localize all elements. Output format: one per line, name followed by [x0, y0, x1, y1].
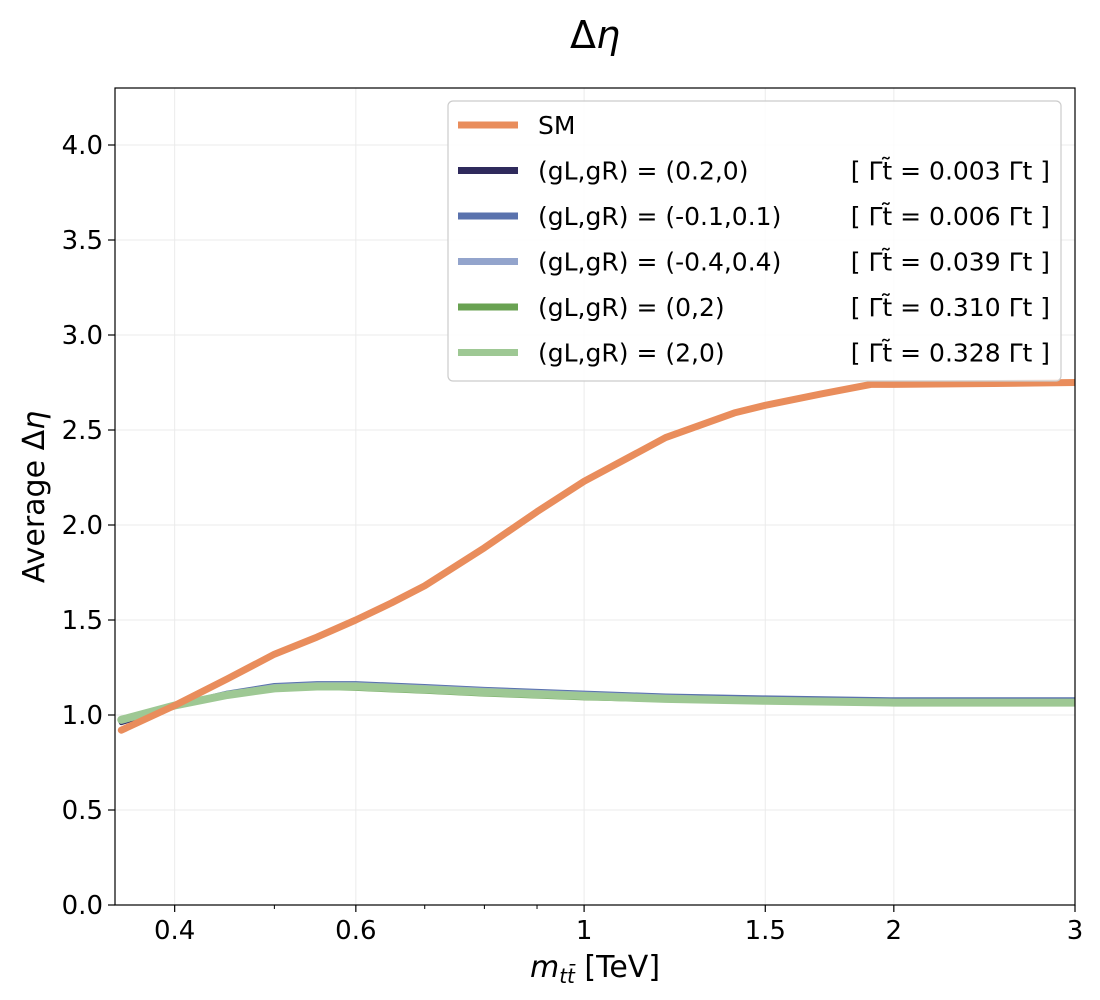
legend-label-2: (gL,gR) = (-0.1,0.1) [538, 202, 781, 231]
x-axis-minor-ticks [273, 905, 538, 909]
y-tick-label: 4.0 [62, 131, 103, 161]
series-lines [117, 379, 1075, 734]
legend-label-5: (gL,gR) = (2,0) [538, 339, 725, 368]
y-tick-label: 3.5 [62, 226, 103, 256]
series-line-5 [117, 682, 1075, 724]
legend-width-2: [ Γt̃ = 0.006 Γt ] [851, 202, 1050, 231]
x-tick-label: 2 [886, 916, 903, 946]
legend-label-1: (gL,gR) = (0.2,0) [538, 157, 748, 186]
y-tick-label: 0.5 [62, 796, 103, 826]
legend-width-5: [ Γt̃ = 0.328 Γt ] [851, 339, 1050, 368]
legend-label-0: SM [538, 111, 575, 140]
chart-title: Δη [570, 13, 620, 57]
y-tick-label: 3.0 [62, 321, 103, 351]
legend-width-4: [ Γt̃ = 0.310 Γt ] [851, 293, 1050, 322]
x-axis-label: mtt̄ [TeV] [530, 950, 660, 988]
legend-label-3: (gL,gR) = (-0.4,0.4) [538, 248, 781, 277]
x-tick-label: 3 [1067, 916, 1084, 946]
series-line-0 [117, 379, 1075, 734]
x-tick-label: 1 [576, 916, 593, 946]
y-tick-label: 1.5 [62, 606, 103, 636]
x-axis-ticks: 0.4 0.6 1 1.5 2 3 [154, 905, 1083, 946]
y-tick-label: 2.5 [62, 416, 103, 446]
plot-frame [114, 87, 1076, 906]
legend-width-3: [ Γt̃ = 0.039 Γt ] [851, 248, 1050, 277]
legend: SM (gL,gR) = (0.2,0) [ Γt̃ = 0.003 Γt ] (gL… [447, 100, 1062, 382]
y-axis-ticks: 0.0 0.5 1.0 1.5 2.0 2.5 3.0 3.5 4.0 [62, 131, 115, 921]
x-tick-label: 0.4 [154, 916, 195, 946]
legend-width-1: [ Γt̃ = 0.003 Γt ] [851, 157, 1050, 186]
y-axis-label: Average Δη [17, 411, 52, 583]
y-tick-label: 1.0 [62, 701, 103, 731]
x-tick-label: 0.6 [335, 916, 376, 946]
y-tick-label: 0.0 [62, 891, 103, 921]
x-tick-label: 1.5 [745, 916, 786, 946]
legend-label-4: (gL,gR) = (0,2) [538, 293, 725, 322]
legend-box [447, 100, 1062, 382]
y-tick-label: 2.0 [62, 511, 103, 541]
